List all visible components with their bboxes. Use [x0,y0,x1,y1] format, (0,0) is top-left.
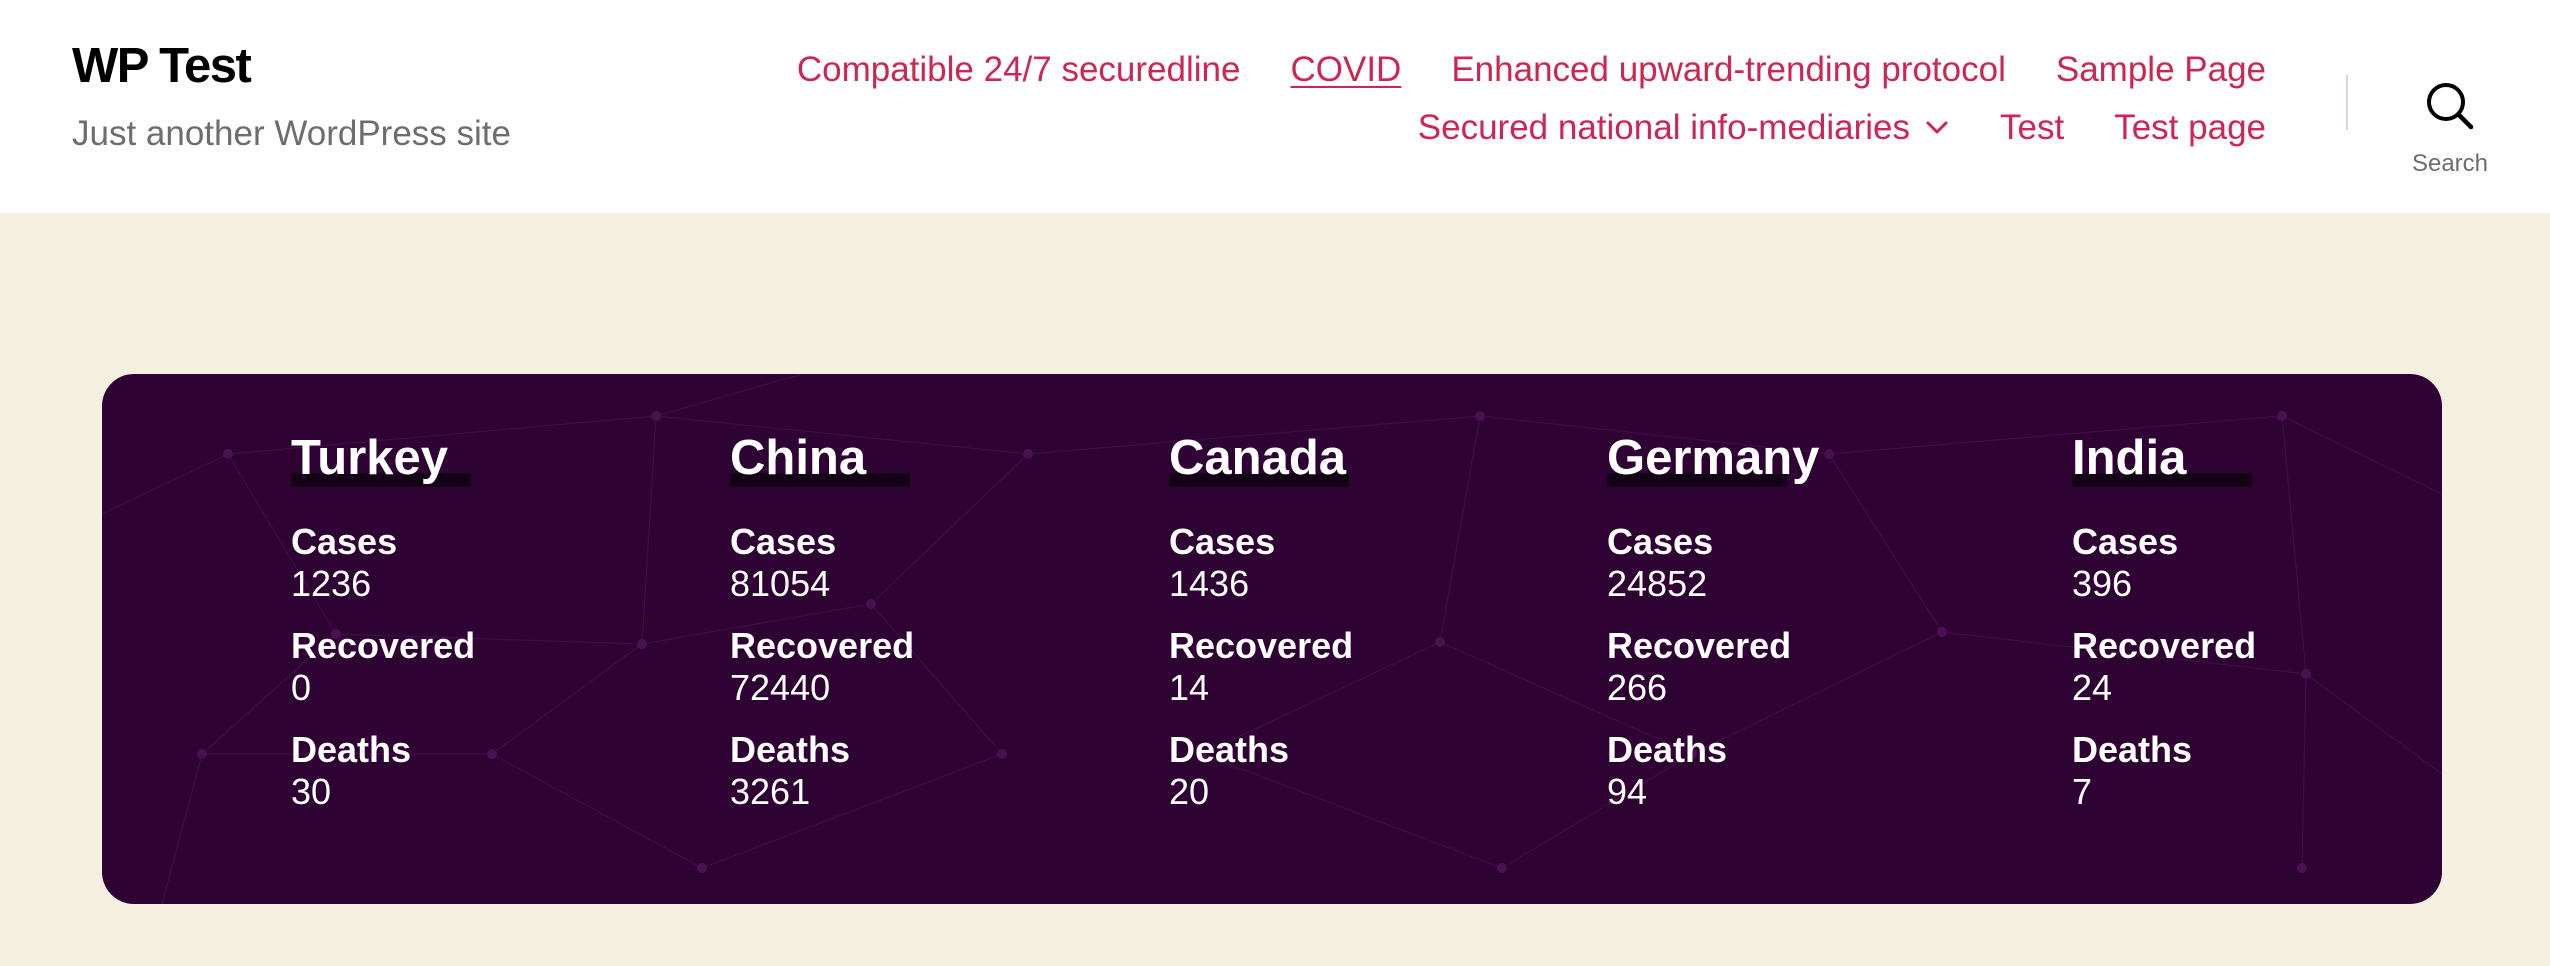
cases-label: Cases [730,521,837,562]
country-name: Turkey [291,431,472,487]
header-divider [2346,75,2348,130]
search-icon [2427,83,2474,130]
cases-label: Cases [1169,521,1276,562]
deaths-label: Deaths [1607,729,1728,770]
deaths-value: 7 [2072,771,2093,812]
menu-item-secured-national[interactable]: Secured national info-mediaries [1418,108,1950,148]
recovered-label: Recovered [291,625,476,666]
recovered-label: Recovered [1169,625,1354,666]
deaths-label: Deaths [2072,729,2193,770]
deaths-value: 3261 [730,771,811,812]
recovered-value: 72440 [730,667,831,708]
menu-item-test-page[interactable]: Test page [2114,108,2266,147]
country-name: Canada [1169,431,1350,487]
recovered-value: 14 [1169,667,1210,708]
covid-stats-panel: Turkey Cases 1236 Recovered 0 Deaths 30 … [102,374,2442,904]
search-toggle-button[interactable]: Search [2390,70,2510,180]
cases-label: Cases [2072,521,2179,562]
primary-menu-row-2: Secured national info-mediaries Test Tes… [1368,108,2266,148]
menu-item-sample-page[interactable]: Sample Page [2055,50,2266,89]
country-name: China [730,431,911,487]
recovered-value: 0 [291,667,312,708]
deaths-value: 94 [1607,771,1648,812]
country-card-india: India Cases 396 Recovered 24 Deaths 7 [2072,434,2256,833]
recovered-label: Recovered [730,625,915,666]
menu-item-label: Secured national info-mediaries [1417,108,1911,147]
site-description: Just another WordPress site [72,114,511,153]
deaths-value: 20 [1169,771,1210,812]
deaths-value: 30 [291,771,332,812]
cases-value: 81054 [730,563,831,604]
cases-value: 396 [2072,563,2133,604]
recovered-value: 24 [2072,667,2113,708]
country-card-canada: Canada Cases 1436 Recovered 14 Deaths 20 [1169,434,1353,833]
site-header: WP Test Just another WordPress site Comp… [0,0,2550,213]
cases-value: 24852 [1607,563,1708,604]
recovered-label: Recovered [2072,625,2257,666]
cases-label: Cases [1607,521,1714,562]
country-name: India [2072,431,2253,487]
deaths-label: Deaths [1169,729,1290,770]
menu-item-compatible-securedline[interactable]: Compatible 24/7 securedline [796,50,1241,89]
menu-item-covid[interactable]: COVID [1290,50,1402,89]
cases-value: 1436 [1169,563,1250,604]
menu-item-test[interactable]: Test [2000,108,2065,147]
country-card-china: China Cases 81054 Recovered 72440 Deaths… [730,434,914,833]
recovered-value: 266 [1607,667,1668,708]
search-label: Search [2411,150,2489,177]
cases-label: Cases [291,521,398,562]
primary-menu-row-1: Compatible 24/7 securedline COVID Enhanc… [747,50,2266,90]
deaths-label: Deaths [730,729,851,770]
cases-value: 1236 [291,563,372,604]
deaths-label: Deaths [291,729,412,770]
recovered-label: Recovered [1607,625,1792,666]
network-background-pattern [102,374,2442,904]
site-title[interactable]: WP Test [72,39,252,93]
menu-item-enhanced-protocol[interactable]: Enhanced upward-trending protocol [1451,50,2006,89]
country-card-germany: Germany Cases 24852 Recovered 266 Deaths… [1607,434,1819,833]
country-card-turkey: Turkey Cases 1236 Recovered 0 Deaths 30 [291,434,475,833]
country-name: Germany [1607,431,1820,487]
chevron-down-icon[interactable] [1924,115,1950,141]
